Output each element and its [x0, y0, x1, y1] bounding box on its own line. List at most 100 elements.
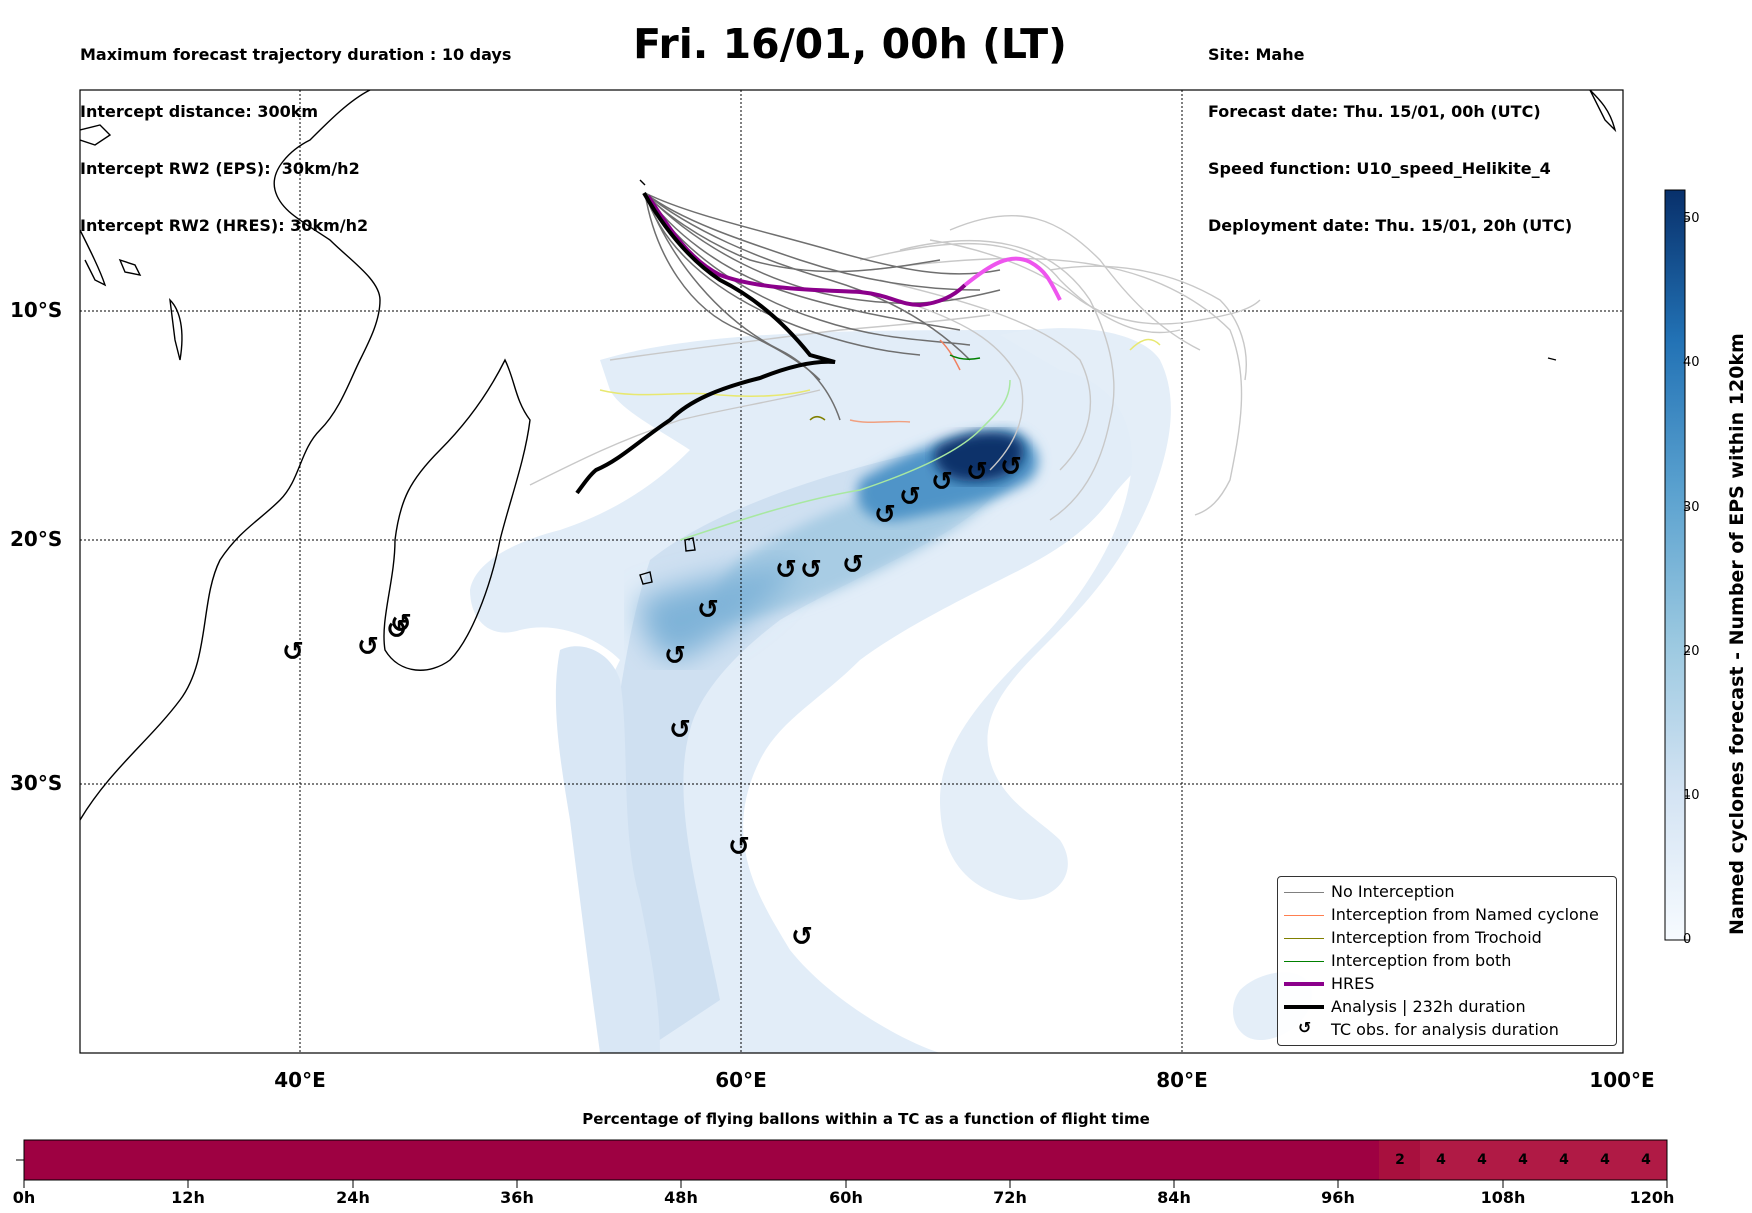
tc-marker-icon: ↺	[390, 609, 412, 639]
density-colorbar	[1664, 189, 1690, 941]
legend-label: HRES	[1331, 974, 1375, 993]
map-frame	[79, 89, 1624, 1054]
header-line: Deployment date: Thu. 15/01, 20h (UTC)	[1208, 216, 1573, 235]
lat-label: 30°S	[10, 771, 63, 795]
reunion	[684, 537, 696, 552]
africa-coast	[80, 90, 381, 821]
legend-swatch	[1284, 982, 1324, 986]
colorbar-tick: 10	[1683, 788, 1700, 803]
bar-tick-label: 72h	[993, 1188, 1027, 1207]
bar-tick-label: 0h	[12, 1188, 36, 1207]
legend-item: ↺ TC obs. for analysis duration	[1278, 1018, 1616, 1042]
tc-marker-icon: ↺	[800, 555, 822, 585]
legend-label: Interception from both	[1331, 951, 1512, 970]
tc-marker-icon: ↺	[1000, 452, 1022, 482]
legend-item: No Interception	[1278, 882, 1616, 904]
header-right-info: Site: Mahe Forecast date: Thu. 15/01, 00…	[1208, 7, 1572, 254]
tc-marker-icon: ↺	[669, 715, 691, 745]
bar-cell	[1379, 1140, 1420, 1180]
lat-label: 10°S	[10, 298, 63, 322]
interception-segments	[599, 338, 1161, 541]
coast-fragment	[80, 124, 112, 146]
bar-cell-value: 2	[1395, 1152, 1405, 1168]
tc-marker-icon: ↺	[775, 555, 797, 585]
header-line: Intercept RW2 (HRES): 30km/h2	[80, 216, 369, 235]
lon-label: 40°E	[274, 1068, 326, 1092]
madagascar-coast	[383, 358, 531, 671]
colorbar-tick: 40	[1683, 355, 1700, 370]
bar-cell-value: 4	[1559, 1152, 1569, 1168]
bar-cell	[1420, 1140, 1667, 1180]
legend-swatch	[1284, 892, 1324, 893]
header-line: Site: Mahe	[1208, 45, 1305, 64]
colorbar-tick: 30	[1683, 500, 1700, 515]
bar-tick-label: 24h	[336, 1188, 370, 1207]
header-left-info: Maximum forecast trajectory duration : 1…	[80, 7, 511, 254]
coast-fragment	[80, 229, 107, 287]
header-line: Intercept distance: 300km	[80, 102, 319, 121]
tc-marker-icon: ↺	[357, 632, 379, 662]
seychelles	[639, 179, 646, 186]
coast-fragment	[169, 298, 183, 361]
tc-marker-icon: ↺	[842, 550, 864, 580]
tc-marker-icon: ↺	[874, 500, 896, 530]
tc-marker-icon: ↺	[697, 595, 719, 625]
bar-cell-value: 4	[1641, 1152, 1651, 1168]
bar-cell-value: 4	[1600, 1152, 1610, 1168]
legend-label: Analysis | 232h duration	[1331, 997, 1526, 1016]
lon-label: 100°E	[1589, 1068, 1655, 1092]
tc-marker-icon: ↺	[728, 832, 750, 862]
tc-marker-icon: ↺	[664, 641, 686, 671]
legend-item: Interception from Trochoid	[1278, 928, 1616, 950]
legend-item: Interception from both	[1278, 951, 1616, 973]
map-area: ↺ ↺ ↺ ↺ ↺ ↺ ↺ ↺ ↺ ↺ ↺ ↺ ↺ ↺ ↺ ↺ ↺	[80, 90, 1623, 1053]
bar-tick-label: 96h	[1321, 1188, 1355, 1207]
legend-swatch	[1284, 938, 1324, 939]
tc-marker-icon: ↺	[386, 615, 408, 645]
tc-marker-icon: ↺	[1298, 1018, 1312, 1037]
legend-swatch	[1284, 961, 1324, 962]
bar-tick-label: 12h	[171, 1188, 205, 1207]
bar-minor-ticks	[16, 1159, 1668, 1188]
bar-cell-value: 4	[1477, 1152, 1487, 1168]
tc-marker-icon: ↺	[966, 457, 988, 487]
legend-swatch	[1284, 1005, 1324, 1009]
legend-item: HRES	[1278, 974, 1616, 996]
lon-label: 60°E	[715, 1068, 767, 1092]
comoros	[118, 258, 142, 276]
tc-marker-icon: ↺	[791, 922, 813, 952]
tc-marker-icon: ↺	[931, 467, 953, 497]
header-line: Intercept RW2 (EPS): 30km/h2	[80, 159, 360, 178]
bar-cell-value: 4	[1436, 1152, 1446, 1168]
bar-tick-label: 120h	[1629, 1188, 1675, 1207]
coastlines	[80, 90, 1617, 821]
coast-fragment	[1589, 90, 1617, 133]
header-line: Speed function: U10_speed_Helikite_4	[1208, 159, 1551, 178]
lon-label: 80°E	[1156, 1068, 1208, 1092]
bar-tick-label: 60h	[829, 1188, 863, 1207]
legend-label: TC obs. for analysis duration	[1331, 1020, 1559, 1039]
tc-observation-markers: ↺ ↺ ↺ ↺ ↺ ↺ ↺ ↺ ↺ ↺ ↺ ↺ ↺ ↺ ↺ ↺ ↺	[282, 452, 1022, 952]
main-title: Fri. 16/01, 00h (LT)	[633, 20, 1067, 68]
colorbar-tick: 0	[1683, 932, 1692, 947]
legend-label: Interception from Trochoid	[1331, 928, 1542, 947]
bar-cell-value: 4	[1518, 1152, 1528, 1168]
header-line: Maximum forecast trajectory duration : 1…	[80, 45, 512, 64]
colorbar-tick: 50	[1683, 211, 1700, 226]
density-field	[470, 328, 1312, 1053]
tc-marker-icon: ↺	[282, 637, 304, 667]
flight-time-bar	[16, 1139, 1668, 1188]
colorbar-title: Named cyclones forecast - Number of EPS …	[1726, 333, 1748, 935]
colorbar-tick: 20	[1683, 644, 1700, 659]
bar-tick-label: 84h	[1157, 1188, 1191, 1207]
analysis-trajectory	[575, 192, 836, 495]
bar-tick-label: 48h	[664, 1188, 698, 1207]
eps-trajectories-early	[644, 192, 1001, 421]
bar-tick-label: 36h	[500, 1188, 534, 1207]
tc-marker-icon: ↺	[899, 482, 921, 512]
map-legend: No Interception Interception from Named …	[1277, 876, 1617, 1046]
bar-tick-label: 108h	[1480, 1188, 1526, 1207]
legend-swatch	[1284, 915, 1324, 916]
gridlines	[80, 90, 1623, 1053]
